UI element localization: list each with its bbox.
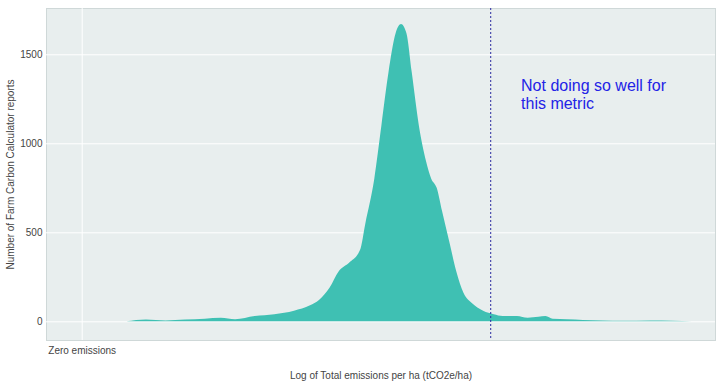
svg-text:Not doing so well forthis metr: Not doing so well forthis metric: [521, 77, 667, 112]
svg-text:500: 500: [26, 227, 43, 238]
svg-text:Log of Total emissions per ha: Log of Total emissions per ha (tCO2e/ha): [290, 370, 472, 381]
svg-text:Number of Farm Carbon Calculat: Number of Farm Carbon Calculator reports: [5, 79, 16, 269]
svg-text:1000: 1000: [20, 138, 43, 149]
svg-text:0: 0: [37, 316, 43, 327]
svg-text:1500: 1500: [20, 49, 43, 60]
svg-text:Zero emissions: Zero emissions: [48, 345, 116, 356]
